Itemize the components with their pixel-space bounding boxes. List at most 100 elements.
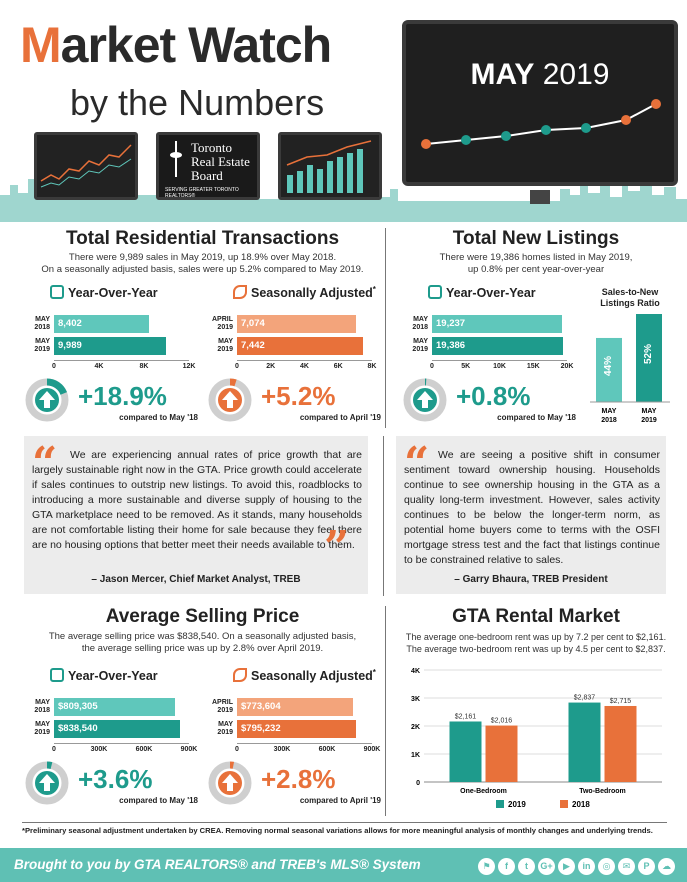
x-axis xyxy=(237,743,372,744)
listings-yoy-panel: Year-Over-Year MAY 2018 19,237 MAY 2019 19,386… xyxy=(400,285,576,425)
up-arrow-icon xyxy=(417,391,433,408)
bar-period-line2: 2018 xyxy=(34,707,50,714)
footnote-marker: * xyxy=(372,668,376,677)
instagram-icon[interactable]: ◎ xyxy=(598,858,615,875)
x-tick-label: 10K xyxy=(493,363,506,370)
bar-period-line2: 2019 xyxy=(34,729,50,736)
ratio-heading: Sales-to-New Listings Ratio xyxy=(600,287,660,308)
y-tick-label: 4K xyxy=(411,668,420,675)
up-arrow-icon xyxy=(39,391,55,408)
header: Market Watch by the Numbers MAY 2019 Tor… xyxy=(0,0,687,222)
bar-period-line1: MAY xyxy=(35,316,50,323)
quote-bhaura-text: We are seeing a positive shift in consum… xyxy=(404,449,660,566)
bar: 19,237 xyxy=(432,315,562,333)
monitor-graphic: MAY 2019 xyxy=(402,20,678,186)
bar-period-label: MAY 2019 xyxy=(205,721,233,737)
quote-mercer-text: We are experiencing annual rates of pric… xyxy=(32,449,362,551)
treb-tagline: SERVING GREATER TORONTO REALTORS® xyxy=(165,187,239,199)
panel-heading: Seasonally Adjusted* xyxy=(233,668,376,683)
facebook-icon[interactable]: f xyxy=(498,858,515,875)
cn-tower-icon xyxy=(170,141,182,177)
x-tick-label: 300K xyxy=(273,746,291,753)
comparison-label: compared to April '19 xyxy=(299,796,381,805)
footnote: *Preliminary seasonal adjustment underta… xyxy=(22,826,653,835)
ratio-bar-label: MAY xyxy=(642,408,657,415)
progress-ring xyxy=(208,761,252,805)
y-tick-label: 3K xyxy=(411,696,420,703)
comparison-label: compared to May '18 xyxy=(497,413,576,422)
bar: 7,442 xyxy=(237,337,363,355)
x-tick-label: 20K xyxy=(560,363,574,370)
panel-heading-label: Year-Over-Year xyxy=(68,669,158,683)
twitter-icon[interactable]: t xyxy=(518,858,535,875)
bar-period-line1: APRIL xyxy=(212,699,233,706)
up-arrow-icon xyxy=(222,774,238,791)
leaf-icon xyxy=(233,668,247,683)
google-plus-icon[interactable]: G+ xyxy=(538,858,555,875)
x-tick-label: 300K xyxy=(90,746,108,753)
rental-bar-value: $2,715 xyxy=(610,698,632,705)
quote-close-icon: ” xyxy=(324,522,350,573)
rental-bar xyxy=(485,725,518,782)
email-icon[interactable]: ✉ xyxy=(618,858,635,875)
footer-text: Brought to you by GTA REALTORS® and TREB… xyxy=(14,857,421,872)
soundcloud-icon[interactable]: ☁ xyxy=(658,858,675,875)
quote-box-bhaura: “ We are seeing a positive shift in cons… xyxy=(396,436,666,594)
listings-title: Total New Listings xyxy=(452,228,620,249)
up-arrow-icon xyxy=(222,391,238,408)
walk-score-icon[interactable]: ⚑ xyxy=(478,858,495,875)
x-tick-label: 4K xyxy=(94,363,104,370)
bar: 8,402 xyxy=(54,315,149,333)
progress-ring xyxy=(208,378,252,422)
panel-heading-label: Seasonally Adjusted xyxy=(251,286,373,301)
x-tick-label: 12K xyxy=(182,363,196,370)
calendar-icon xyxy=(50,668,64,682)
progress-ring xyxy=(403,378,447,422)
bar-period-label: MAY 2018 xyxy=(22,699,50,715)
bar: 7,074 xyxy=(237,315,356,333)
divider xyxy=(22,822,667,823)
rental-bar xyxy=(604,705,637,782)
percent-change: +3.6% xyxy=(78,764,153,794)
panel-heading-label: Year-Over-Year xyxy=(446,286,536,300)
ratio-bar-label: 2018 xyxy=(601,417,617,424)
bar-period-line2: 2019 xyxy=(217,324,233,331)
quote-box-mercer: “ We are experiencing annual rates of pr… xyxy=(24,436,368,594)
pinterest-icon[interactable]: P xyxy=(638,858,655,875)
ratio-bar-label: MAY xyxy=(602,408,617,415)
percent-change: +2.8% xyxy=(261,764,336,794)
bar-period-line1: MAY xyxy=(35,699,50,706)
divider xyxy=(383,436,384,596)
ratio-bar-value: 52% xyxy=(643,344,654,364)
quote-mercer-author: – Jason Mercer, Chief Market Analyst, TR… xyxy=(91,574,301,585)
trend-line-graphic xyxy=(421,99,661,149)
youtube-icon[interactable]: ▶ xyxy=(558,858,575,875)
x-category-label: Two-Bedroom xyxy=(579,788,626,795)
x-category-label: One-Bedroom xyxy=(460,788,507,795)
rental-bar-value: $2,837 xyxy=(574,695,596,702)
linkedin-icon[interactable]: in xyxy=(578,858,595,875)
stock-chart-screen-graphic xyxy=(34,132,138,200)
bar-period-line2: 2019 xyxy=(217,346,233,353)
progress-ring xyxy=(25,378,69,422)
bar-period-label: MAY 2019 xyxy=(22,721,50,737)
x-axis xyxy=(237,360,372,361)
bar-chart-screen-graphic xyxy=(278,132,382,200)
x-tick-label: 0 xyxy=(235,746,239,753)
x-tick-label: 4K xyxy=(300,363,309,370)
treb-logo: Toronto Real Estate Board xyxy=(191,140,250,183)
y-tick-label: 1K xyxy=(411,752,420,759)
x-axis xyxy=(54,360,189,361)
ratio-bar xyxy=(636,314,662,402)
bar-period-label: MAY 2019 xyxy=(205,338,233,354)
percent-change: +5.2% xyxy=(261,381,336,411)
bar-period-line1: MAY xyxy=(35,721,50,728)
rental-bar-value: $2,161 xyxy=(455,713,477,720)
treb-logo-screen: Toronto Real Estate Board SERVING GREATE… xyxy=(156,132,260,200)
panel-heading: Year-Over-Year xyxy=(50,668,158,683)
social-icons: ⚑ f t G+ ▶ in ◎ ✉ P ☁ xyxy=(475,856,675,875)
y-tick-label: 2K xyxy=(411,724,420,731)
divider xyxy=(385,606,386,816)
bar-period-label: MAY 2019 xyxy=(400,338,428,354)
page-title: Market Watch xyxy=(20,17,332,73)
